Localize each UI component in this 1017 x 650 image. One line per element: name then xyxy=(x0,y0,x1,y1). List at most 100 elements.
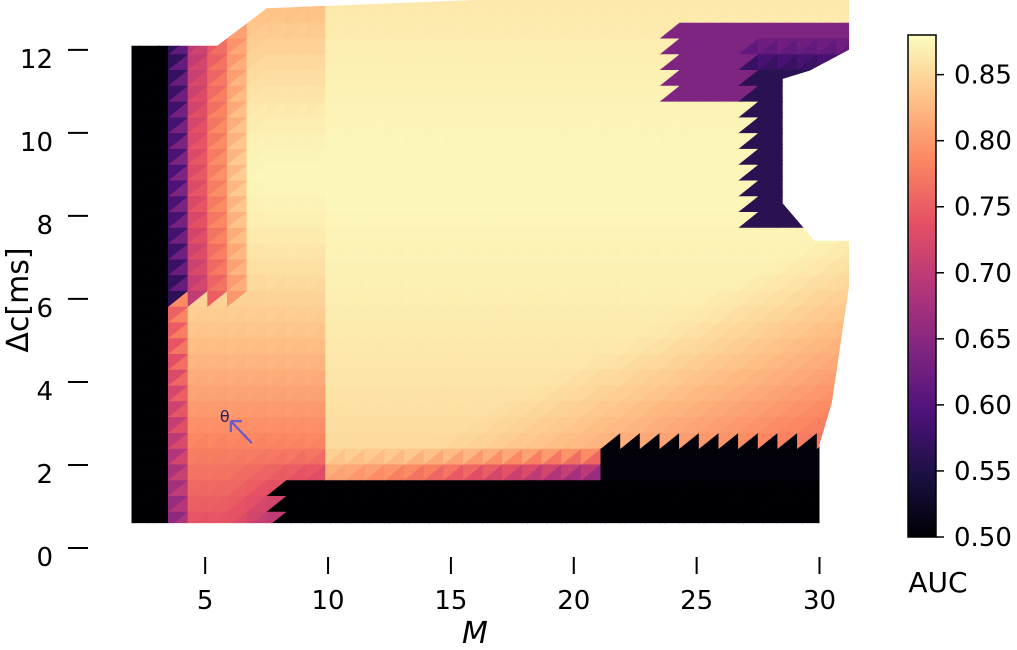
mesh-cell xyxy=(423,0,444,7)
mesh-cell xyxy=(227,6,248,24)
mesh-cell xyxy=(816,195,838,212)
mesh-cell xyxy=(797,211,818,229)
mesh-cell xyxy=(207,0,229,8)
colorbar-tick-label: 0.70 xyxy=(954,259,1012,289)
mesh-cell xyxy=(816,447,838,465)
mesh-cell xyxy=(816,53,838,71)
mesh-cell xyxy=(679,0,700,8)
mesh-cell xyxy=(816,211,838,228)
mesh-cell xyxy=(816,100,838,118)
mesh-cell xyxy=(131,6,150,24)
mesh-cell xyxy=(796,100,818,118)
mesh-cell xyxy=(836,195,849,213)
mesh-cell xyxy=(816,164,838,181)
mesh-cell xyxy=(226,21,248,39)
mesh-cell xyxy=(816,132,838,149)
mesh-cell xyxy=(777,0,799,8)
mesh-cell xyxy=(816,85,838,102)
mesh-cell xyxy=(816,479,838,497)
mesh-cell xyxy=(403,0,425,7)
mesh-cell xyxy=(187,6,209,24)
mesh-cell xyxy=(246,5,267,23)
mesh-cell xyxy=(167,5,189,23)
mesh-cell xyxy=(305,0,326,7)
mesh-cell xyxy=(836,448,849,465)
mesh-cell xyxy=(187,0,209,8)
mesh-cell xyxy=(816,116,838,134)
mesh-cell xyxy=(482,0,503,7)
mesh-cell xyxy=(836,132,849,150)
colorbar-tick-label: 0.50 xyxy=(954,523,1012,553)
mesh-cell xyxy=(836,164,849,181)
mesh-cell xyxy=(266,0,288,8)
mesh-cell xyxy=(797,116,818,134)
colorbar-tick-label: 0.85 xyxy=(954,61,1012,91)
mesh-cell xyxy=(148,0,170,8)
mesh-cell xyxy=(836,148,849,166)
mesh-cell xyxy=(836,384,849,402)
mesh-cell xyxy=(560,0,582,7)
mesh-cell xyxy=(796,84,818,102)
mesh-cell xyxy=(835,416,849,433)
mesh-cell xyxy=(816,495,838,513)
y-tick-label: 8 xyxy=(36,211,53,241)
mesh-cell xyxy=(148,22,170,39)
mesh-cell xyxy=(836,69,849,87)
mesh-cell xyxy=(816,163,838,181)
mesh-cell xyxy=(836,101,849,118)
mesh-cell xyxy=(502,0,524,8)
mesh-cell xyxy=(777,132,799,150)
mesh-cell xyxy=(816,510,838,524)
mesh-cell xyxy=(836,337,849,355)
mesh-cell xyxy=(797,148,818,166)
mesh-cell xyxy=(246,0,267,7)
mesh-cell xyxy=(580,0,602,8)
y-tick-label: 10 xyxy=(20,128,53,158)
mesh-cell xyxy=(835,510,849,524)
x-axis: 5 10 15 20 25 30 xyxy=(197,557,836,616)
mesh-cell xyxy=(698,0,720,7)
mesh-cell xyxy=(246,0,268,8)
y-tick-label: 6 xyxy=(36,294,53,324)
heatmap-surface xyxy=(131,0,849,524)
mesh-cell xyxy=(501,0,523,7)
mesh-cell xyxy=(836,85,849,102)
mesh-cell xyxy=(131,5,149,23)
mesh-cell xyxy=(835,100,849,118)
mesh-cell xyxy=(836,369,849,386)
mesh-cell xyxy=(816,511,838,524)
mesh-cell xyxy=(482,0,504,8)
colorbar-tick-label: 0.80 xyxy=(954,127,1012,157)
mesh-cell xyxy=(678,0,700,7)
mesh-cell xyxy=(816,463,838,481)
mesh-cell xyxy=(383,0,405,7)
mesh-cell xyxy=(777,69,799,87)
mesh-cell xyxy=(226,0,248,7)
mesh-cell xyxy=(777,101,799,118)
y-tick-label: 12 xyxy=(20,45,53,75)
mesh-cell xyxy=(168,22,189,39)
mesh-cell xyxy=(206,5,228,23)
mesh-cell xyxy=(835,211,849,228)
mesh-cell xyxy=(187,21,208,39)
y-tick-label: 4 xyxy=(36,377,53,407)
mesh-cell xyxy=(462,0,484,7)
mesh-cell xyxy=(521,0,543,8)
mesh-cell xyxy=(600,0,622,8)
mesh-cell xyxy=(835,179,849,197)
mesh-cell xyxy=(816,69,838,87)
mesh-cell xyxy=(836,353,849,371)
mesh-cell xyxy=(147,21,169,39)
mesh-cell xyxy=(816,432,838,450)
mesh-cell xyxy=(797,179,818,197)
y-tick-label: 0 xyxy=(36,543,53,573)
x-tick-label: 15 xyxy=(434,586,467,616)
colorbar-tick-label: 0.55 xyxy=(954,457,1012,487)
mesh-cell xyxy=(131,22,150,39)
marker-label: θ xyxy=(220,407,230,426)
mesh-cell xyxy=(816,69,838,86)
mesh-cell xyxy=(836,400,849,418)
mesh-cell xyxy=(836,479,849,497)
mesh-cell xyxy=(698,0,720,8)
mesh-cell xyxy=(324,0,346,7)
